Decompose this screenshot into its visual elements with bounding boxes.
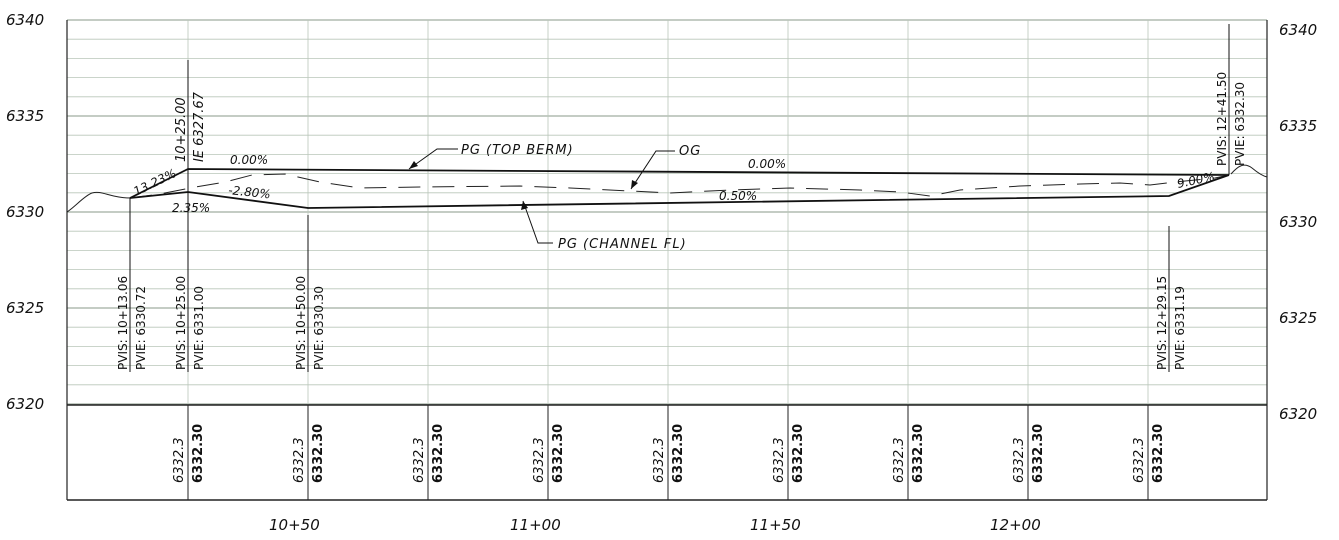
pvi-elevation-10-25: PVIE: 6331.00 [192,286,206,370]
station-label-12-00: 12+00 [990,516,1041,534]
table-proposed-elevation: 6332.30 [551,424,566,483]
pvi-elevation-10-50: PVIE: 6330.30 [312,286,326,370]
elev-label-left-6325: 6325 [6,299,44,317]
table-proposed-elevation: 6332.30 [191,424,206,483]
elevation-table: 6332.3 6332.30 6332.3 6332.30 6332.3 6332.30 6… [172,424,1166,483]
grade-0-50: 0.50% [719,189,757,203]
pvi-station-12-29: PVIS: 12+29.15 [1155,276,1169,370]
table-existing-elevation: 6332.3 [172,438,187,484]
grade-0-00-left: 0.00% [230,153,268,167]
table-proposed-elevation: 6332.30 [311,424,326,483]
elev-label-left-6335: 6335 [6,107,44,125]
station-label-10-50: 10+50 [269,516,320,534]
leader-top-berm [408,148,458,170]
grade-neg-2-80: -2.80% [228,183,272,201]
og-existing-ground-right [1230,164,1268,178]
leader-og [630,150,675,190]
elev-label-left-6320: 6320 [6,395,44,413]
annotation-top-berm: PG (TOP BERM) [461,143,574,158]
profile-grid [67,19,1267,405]
station-label-11-50: 11+50 [750,516,801,534]
elev-label-right-6335: 6335 [1279,117,1317,135]
table-existing-elevation: 6332.3 [1012,438,1027,484]
elev-label-right-6320: 6320 [1279,405,1317,423]
ie-station-label: 10+25.00 [174,97,189,162]
leader-og-arrow [631,180,638,189]
elev-label-right-6330: 6330 [1279,213,1317,231]
elev-label-right-6340: 6340 [1279,21,1317,39]
station-label-11-00: 11+00 [510,516,561,534]
table-proposed-elevation: 6332.30 [1151,424,1166,483]
pvi-station-12-41: PVIS: 12+41.50 [1215,72,1229,166]
annotation-og: OG [679,144,701,159]
table-proposed-elevation: 6332.30 [911,424,926,483]
pvi-elevation-12-29: PVIE: 6331.19 [1173,286,1187,370]
pvi-elevation-12-41: PVIE: 6332.30 [1233,82,1247,166]
grade-2-35: 2.35% [172,201,210,215]
table-existing-elevation: 6332.3 [892,438,907,484]
table-dividers [187,405,1149,500]
table-existing-elevation: 6332.3 [412,438,427,484]
annotation-channel-fl: PG (CHANNEL FL) [558,237,687,252]
pvi-station-10-50: PVIS: 10+50.00 [294,276,308,370]
table-proposed-elevation: 6332.30 [431,424,446,483]
elev-label-left-6330: 6330 [6,203,44,221]
elev-label-left-6340: 6340 [6,11,44,29]
leader-channel-fl [522,200,553,244]
og-existing-ground-left [66,191,131,213]
grade-9-00: 9.00% [1176,169,1216,191]
table-existing-elevation: 6332.3 [532,438,547,484]
elev-label-right-6325: 6325 [1279,309,1317,327]
table-proposed-elevation: 6332.30 [791,424,806,483]
pvi-elevation-10-13: PVIE: 6330.72 [134,286,148,370]
leader-top-berm-arrow [409,161,418,169]
leader-channel-fl-arrow [521,201,528,210]
pvi-station-10-13: PVIS: 10+13.06 [116,276,130,370]
table-proposed-elevation: 6332.30 [1031,424,1046,483]
grade-0-00-right: 0.00% [748,157,786,171]
table-proposed-elevation: 6332.30 [671,424,686,483]
og-existing-ground-line [129,173,1230,199]
table-existing-elevation: 6332.3 [1132,438,1147,484]
pvi-station-10-25: PVIS: 10+25.00 [174,276,188,370]
table-existing-elevation: 6332.3 [652,438,667,484]
ie-elevation-label: IE 6327.67 [192,91,207,162]
table-existing-elevation: 6332.3 [292,438,307,484]
table-existing-elevation: 6332.3 [772,438,787,484]
pg-channel-flowline [129,174,1230,209]
